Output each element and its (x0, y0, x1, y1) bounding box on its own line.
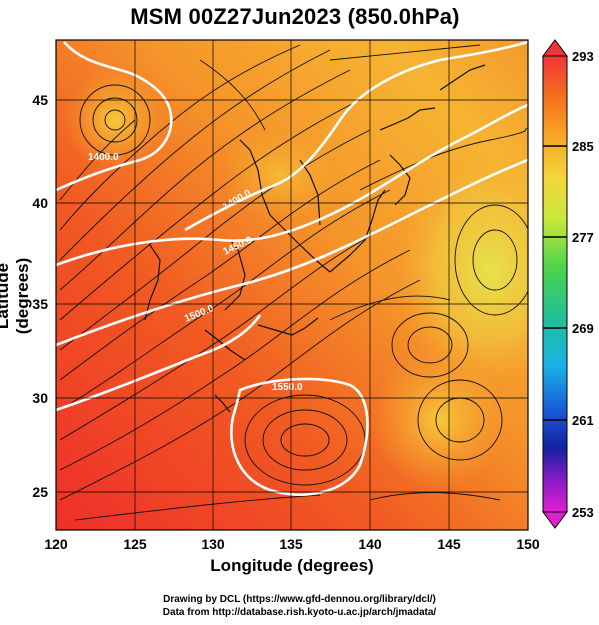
plot-frame (55, 39, 529, 531)
x-tick-125: 125 (123, 536, 147, 552)
colorbar-tick-285: 285 (572, 139, 594, 154)
contour-1400-west (56, 41, 173, 192)
colorbar-scale (542, 55, 568, 513)
contour-label-1: 1400.0 (88, 152, 119, 163)
map-figure: 1400.0 1400.0 1450.0 1500.0 1550.0 45 40… (32, 39, 594, 552)
colorbar-tick-269: 269 (572, 321, 594, 336)
colorbar-tick-261: 261 (572, 413, 594, 428)
cool-region-east (395, 150, 528, 390)
y-tick-45: 45 (32, 92, 48, 108)
colorbar-tick-277: 277 (572, 230, 594, 245)
wind-streamlines (59, 44, 528, 521)
x-tick-145: 145 (437, 536, 461, 552)
contour-1450 (56, 103, 528, 267)
contour-1500-south (56, 314, 262, 412)
y-tick-40: 40 (32, 195, 48, 211)
cool-region-north (220, 130, 340, 220)
map-plot-area: 1400.0 1400.0 1450.0 1500.0 1550.0 (56, 40, 528, 530)
y-ticks: 45 40 35 30 25 (32, 92, 48, 500)
cool-region-southeast (370, 350, 510, 490)
contour-label-5: 1550.0 (272, 382, 303, 393)
x-tick-150: 150 (516, 536, 540, 552)
y-tick-25: 25 (32, 484, 48, 500)
x-tick-130: 130 (201, 536, 225, 552)
coastlines (144, 64, 486, 413)
contour-1400-east (184, 40, 528, 232)
footer-credit-drawing: Drawing by DCL (https://www.gfd-dennou.o… (163, 594, 436, 605)
x-ticks: 120 125 130 135 140 145 150 (44, 536, 540, 552)
map-title: MSM 00Z27Jun2023 (850.0hPa) (130, 4, 460, 29)
colorbar-ticks: 293 285 277 269 261 253 (572, 49, 594, 520)
footer-credit-data: Data from http://database.rish.kyoto-u.a… (162, 607, 437, 618)
height-contours (56, 40, 528, 496)
contour-1550 (230, 377, 369, 496)
colorbar-top-arrow (542, 39, 568, 57)
contour-1500 (56, 158, 528, 347)
x-tick-120: 120 (44, 536, 68, 552)
colorbar-bottom-arrow (542, 511, 568, 529)
x-axis-label: Longitude (degrees) (210, 556, 374, 575)
lat-lon-grid (56, 40, 528, 530)
x-tick-140: 140 (358, 536, 382, 552)
colorbar-tick-253: 253 (572, 505, 594, 520)
y-tick-30: 30 (32, 390, 48, 406)
y-tick-35: 35 (32, 296, 48, 312)
colorbar-tick-293: 293 (572, 49, 594, 64)
colorbar: 293 285 277 269 261 253 (542, 39, 594, 529)
x-tick-135: 135 (279, 536, 303, 552)
